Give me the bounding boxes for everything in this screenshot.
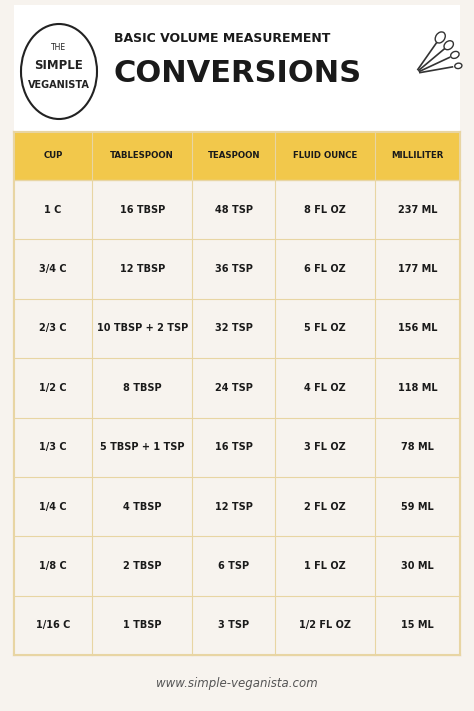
Text: 237 ML: 237 ML [398, 205, 438, 215]
Text: 5 TBSP + 1 TSP: 5 TBSP + 1 TSP [100, 442, 184, 452]
Bar [14, 477, 460, 536]
Text: 36 TSP: 36 TSP [215, 264, 253, 274]
Bar [14, 132, 460, 655]
Ellipse shape [21, 24, 97, 119]
Text: 1 TBSP: 1 TBSP [123, 620, 162, 631]
Text: TABLESPOON: TABLESPOON [110, 151, 174, 161]
Text: 8 FL OZ: 8 FL OZ [304, 205, 346, 215]
Text: 24 TSP: 24 TSP [215, 383, 253, 392]
Bar [14, 132, 460, 180]
Bar [14, 180, 460, 240]
Text: 1/2 C: 1/2 C [39, 383, 67, 392]
Bar [14, 299, 460, 358]
Text: 2 TBSP: 2 TBSP [123, 561, 162, 571]
Bar [14, 596, 460, 655]
Text: 16 TBSP: 16 TBSP [119, 205, 165, 215]
Text: 3/4 C: 3/4 C [39, 264, 67, 274]
Text: 12 TBSP: 12 TBSP [119, 264, 165, 274]
Text: 1/16 C: 1/16 C [36, 620, 70, 631]
Text: 15 ML: 15 ML [401, 620, 434, 631]
Ellipse shape [455, 63, 462, 68]
Text: 12 TSP: 12 TSP [215, 501, 253, 511]
Text: 78 ML: 78 ML [401, 442, 434, 452]
Text: 30 ML: 30 ML [401, 561, 434, 571]
Text: 10 TBSP + 2 TSP: 10 TBSP + 2 TSP [97, 324, 188, 333]
Bar [14, 536, 460, 596]
Ellipse shape [435, 32, 445, 43]
Text: 1/8 C: 1/8 C [39, 561, 67, 571]
Text: 1/2 FL OZ: 1/2 FL OZ [299, 620, 351, 631]
Bar [14, 240, 460, 299]
Text: MILLILITER: MILLILITER [392, 151, 444, 161]
Text: 4 TBSP: 4 TBSP [123, 501, 162, 511]
Text: 8 TBSP: 8 TBSP [123, 383, 162, 392]
Text: CUP: CUP [43, 151, 63, 161]
Text: 177 ML: 177 ML [398, 264, 438, 274]
Text: 2 FL OZ: 2 FL OZ [304, 501, 346, 511]
Bar [14, 5, 460, 132]
Text: 32 TSP: 32 TSP [215, 324, 253, 333]
Text: TEASPOON: TEASPOON [208, 151, 260, 161]
Text: BASIC VOLUME MEASUREMENT: BASIC VOLUME MEASUREMENT [114, 31, 330, 45]
Text: FLUID OUNCE: FLUID OUNCE [293, 151, 357, 161]
Text: 1 C: 1 C [45, 205, 62, 215]
Text: 156 ML: 156 ML [398, 324, 438, 333]
Text: 1 FL OZ: 1 FL OZ [304, 561, 346, 571]
Text: www.simple-veganista.com: www.simple-veganista.com [156, 676, 318, 690]
Text: 59 ML: 59 ML [401, 501, 434, 511]
Text: 3 FL OZ: 3 FL OZ [304, 442, 346, 452]
Text: 5 FL OZ: 5 FL OZ [304, 324, 346, 333]
Text: 118 ML: 118 ML [398, 383, 438, 392]
Text: 48 TSP: 48 TSP [215, 205, 253, 215]
Text: 4 FL OZ: 4 FL OZ [304, 383, 346, 392]
Text: THE: THE [52, 43, 66, 52]
Ellipse shape [451, 51, 459, 58]
Bar [14, 358, 460, 417]
Text: 16 TSP: 16 TSP [215, 442, 253, 452]
Bar [14, 417, 460, 477]
Text: 6 TSP: 6 TSP [218, 561, 249, 571]
Text: VEGANISTA: VEGANISTA [28, 80, 90, 90]
Text: 1/4 C: 1/4 C [39, 501, 67, 511]
Ellipse shape [444, 41, 454, 50]
Text: 3 TSP: 3 TSP [218, 620, 249, 631]
Text: 2/3 C: 2/3 C [39, 324, 67, 333]
Text: 1/3 C: 1/3 C [39, 442, 67, 452]
Text: CONVERSIONS: CONVERSIONS [114, 58, 362, 87]
Text: SIMPLE: SIMPLE [35, 59, 83, 72]
Text: 6 FL OZ: 6 FL OZ [304, 264, 346, 274]
